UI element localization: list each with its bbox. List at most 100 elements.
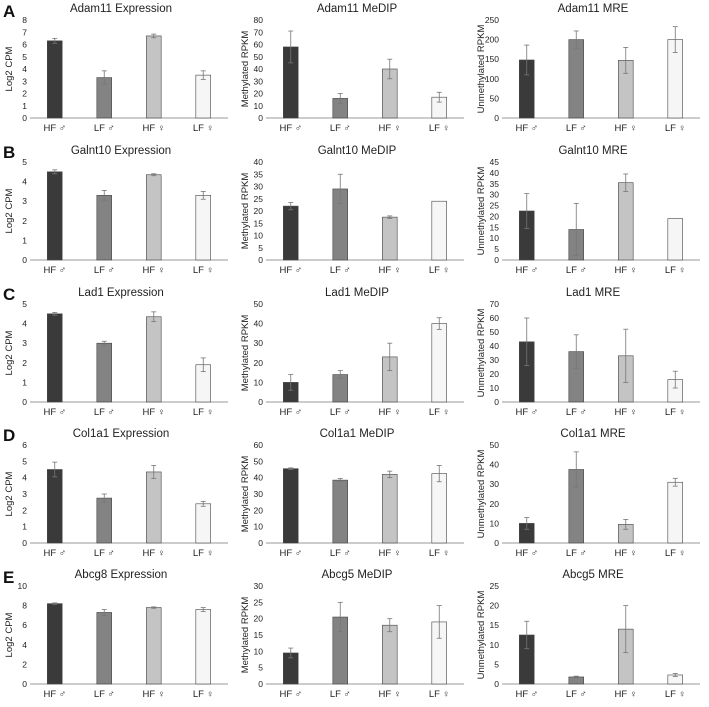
y-tick-label: 60 xyxy=(490,313,500,323)
chart-svg: Abcg5 MeDIP Methylated RPKM 0 5 10 15 20 25 30 HF… xyxy=(240,569,464,700)
y-tick-label: 40 xyxy=(254,319,264,329)
y-tick-label: 10 xyxy=(254,522,264,532)
bar xyxy=(47,469,63,544)
error-bar xyxy=(200,191,206,200)
chart-title: Col1a1 Expression xyxy=(73,428,170,440)
y-tick-label: 10 xyxy=(490,233,500,243)
bar xyxy=(96,342,112,403)
y-tick-label: 40 xyxy=(490,341,500,351)
y-axis-label: Methylated RPKM xyxy=(240,315,251,392)
chart-title: Adam11 MRE xyxy=(558,3,629,15)
bar xyxy=(195,609,211,685)
y-tick-label: 250 xyxy=(485,15,499,25)
y-tick-label: 5 xyxy=(494,659,499,669)
chart-title: Adam11 Expression xyxy=(70,3,172,15)
y-tick-label: 2 xyxy=(22,89,27,99)
error-bar xyxy=(672,477,678,487)
x-tick-label: LF ♂ xyxy=(330,689,351,700)
error-bar xyxy=(101,190,107,201)
chart-svg: Galnt10 Expression Log2 CPM 0 1 2 3 4 5 HF ♂ LF ♂… xyxy=(4,145,228,276)
bar xyxy=(195,74,211,119)
y-tick-label: 0 xyxy=(258,397,263,407)
x-tick-label: LF ♂ xyxy=(330,407,351,418)
bar xyxy=(431,200,447,261)
chart-svg: Adam11 Expression Log2 CPM 0 1 2 3 4 5 6 7 8 HF ♂ LF… xyxy=(4,3,228,134)
error-bar xyxy=(436,317,442,330)
x-tick-label: LF ♂ xyxy=(566,407,587,418)
x-tick-label: LF ♀ xyxy=(193,123,214,134)
chart-svg: Adam11 MeDIP Methylated RPKM 0 10 20 30 40 50 60… xyxy=(240,3,464,134)
y-tick-label: 30 xyxy=(254,182,264,192)
error-bar xyxy=(573,202,579,257)
error-bar xyxy=(524,317,530,366)
x-tick-label: HF ♂ xyxy=(44,548,66,559)
y-tick-label: 10 xyxy=(490,518,500,528)
y-tick-label: 25 xyxy=(254,194,264,204)
y-tick-label: 4 xyxy=(22,473,27,483)
y-axis-label: Methylated RPKM xyxy=(240,456,251,533)
chart-title: Lad1 MeDIP xyxy=(325,287,389,299)
chart-svg: Lad1 Expression Log2 CPM 0 1 2 3 4 5 HF ♂ LF ♂ HF … xyxy=(4,287,228,418)
error-bar xyxy=(573,334,579,369)
chart-title: Galnt10 MRE xyxy=(558,145,627,157)
y-tick-label: 0 xyxy=(22,113,27,123)
x-tick-label: LF ♂ xyxy=(566,689,587,700)
bar xyxy=(332,479,348,544)
error-bar xyxy=(573,30,579,49)
y-tick-label: 50 xyxy=(254,52,264,62)
error-bar xyxy=(387,342,393,372)
panel-letter-e: E xyxy=(3,568,15,587)
x-tick-label: HF ♂ xyxy=(280,265,302,276)
y-tick-label: 20 xyxy=(490,369,500,379)
y-tick-label: 5 xyxy=(258,243,263,253)
x-tick-label: LF ♂ xyxy=(94,548,115,559)
y-tick-label: 1 xyxy=(22,101,27,111)
bar xyxy=(382,624,398,685)
chart-svg: Abcg5 MRE Unmethylated RPKM 0 5 10 15 20 25 HF ♂… xyxy=(476,569,700,700)
y-tick-label: 5 xyxy=(22,52,27,62)
chart-title: Lad1 Expression xyxy=(78,287,164,299)
error-bar xyxy=(151,173,157,177)
bar xyxy=(283,205,299,261)
error-bar xyxy=(387,215,393,219)
chart-svg: Col1a1 MRE Unmethylated RPKM 0 10 20 30 40 50 HF… xyxy=(476,428,700,559)
x-tick-label: HF ♀ xyxy=(143,265,165,276)
panel-letter-a: A xyxy=(3,2,16,21)
y-axis-label: Unmethylated RPKM xyxy=(476,25,487,114)
y-tick-label: 4 xyxy=(22,319,27,329)
y-tick-label: 20 xyxy=(490,601,500,611)
x-tick-label: LF ♂ xyxy=(566,548,587,559)
chart-svg: Adam11 MRE Unmethylated RPKM 0 50 100 150 200 2… xyxy=(476,3,700,134)
chart-title: Col1a1 MeDIP xyxy=(320,428,395,440)
x-tick-label: HF ♀ xyxy=(615,123,637,134)
error-bar xyxy=(573,675,579,679)
bar xyxy=(96,195,112,261)
x-tick-label: LF ♀ xyxy=(429,548,450,559)
y-tick-label: 8 xyxy=(22,15,27,25)
y-tick-label: 25 xyxy=(490,201,500,211)
bar xyxy=(47,171,63,261)
chart-col1a1-mre: Col1a1 MRE Unmethylated RPKM 0 10 20 30 40 50 HF… xyxy=(472,425,708,566)
y-tick-label: 4 xyxy=(22,177,27,187)
error-bar xyxy=(387,618,393,633)
x-tick-label: HF ♂ xyxy=(44,265,66,276)
y-tick-label: 3 xyxy=(22,76,27,86)
y-tick-label: 50 xyxy=(490,93,500,103)
y-tick-label: 40 xyxy=(254,157,264,167)
y-tick-label: 6 xyxy=(22,440,27,450)
chart-abcg5-medip: Abcg5 MeDIP Methylated RPKM 0 5 10 15 20 25 30 HF… xyxy=(236,566,472,707)
x-tick-label: HF ♂ xyxy=(516,689,538,700)
chart-svg: Galnt10 MRE Unmethylated RPKM 051015202530… xyxy=(476,145,700,276)
x-tick-label: LF ♂ xyxy=(94,689,115,700)
error-bar xyxy=(288,202,294,211)
error-bar xyxy=(288,30,294,64)
error-bar xyxy=(52,312,58,316)
x-tick-label: HF ♀ xyxy=(379,407,401,418)
y-tick-label: 0 xyxy=(494,679,499,689)
error-bar xyxy=(337,173,343,205)
y-tick-label: 200 xyxy=(485,35,499,45)
x-tick-label: LF ♀ xyxy=(193,407,214,418)
y-axis-label: Log2 CPM xyxy=(4,188,15,233)
y-tick-label: 40 xyxy=(254,64,264,74)
error-bar xyxy=(200,70,206,80)
